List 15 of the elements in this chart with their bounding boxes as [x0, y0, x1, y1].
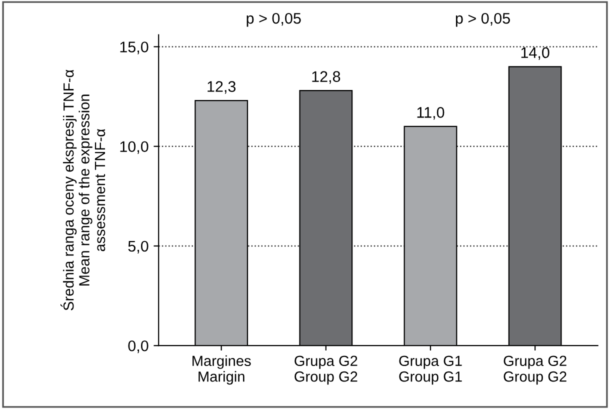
y-tick-label: 10,0: [120, 141, 148, 154]
x-tick-label: Grupa G2 Group G2: [294, 356, 358, 385]
x-tick-label: Grupa G2 Group G2: [504, 356, 566, 385]
x-tick-label: Margines Marigin: [192, 355, 251, 385]
y-tick-label: 15,0: [120, 42, 148, 54]
text: p > 0,05: [246, 12, 301, 27]
y-axis-title: Średnia ranga oceny ekspresji TNF-α Mean range of the expression assessment TNF-α: [60, 70, 106, 310]
data-label: 11,0: [417, 107, 444, 120]
y-tick-label: 5,0: [128, 240, 148, 254]
x-tick-label: Grupa G1 Group G1: [399, 356, 462, 385]
data-label: 14,0: [521, 47, 550, 60]
y-tick-label: 0,0: [128, 340, 148, 354]
data-label: 12,8: [312, 71, 340, 84]
data-label: 12,3: [208, 81, 236, 94]
text: p > 0,05: [456, 12, 510, 27]
